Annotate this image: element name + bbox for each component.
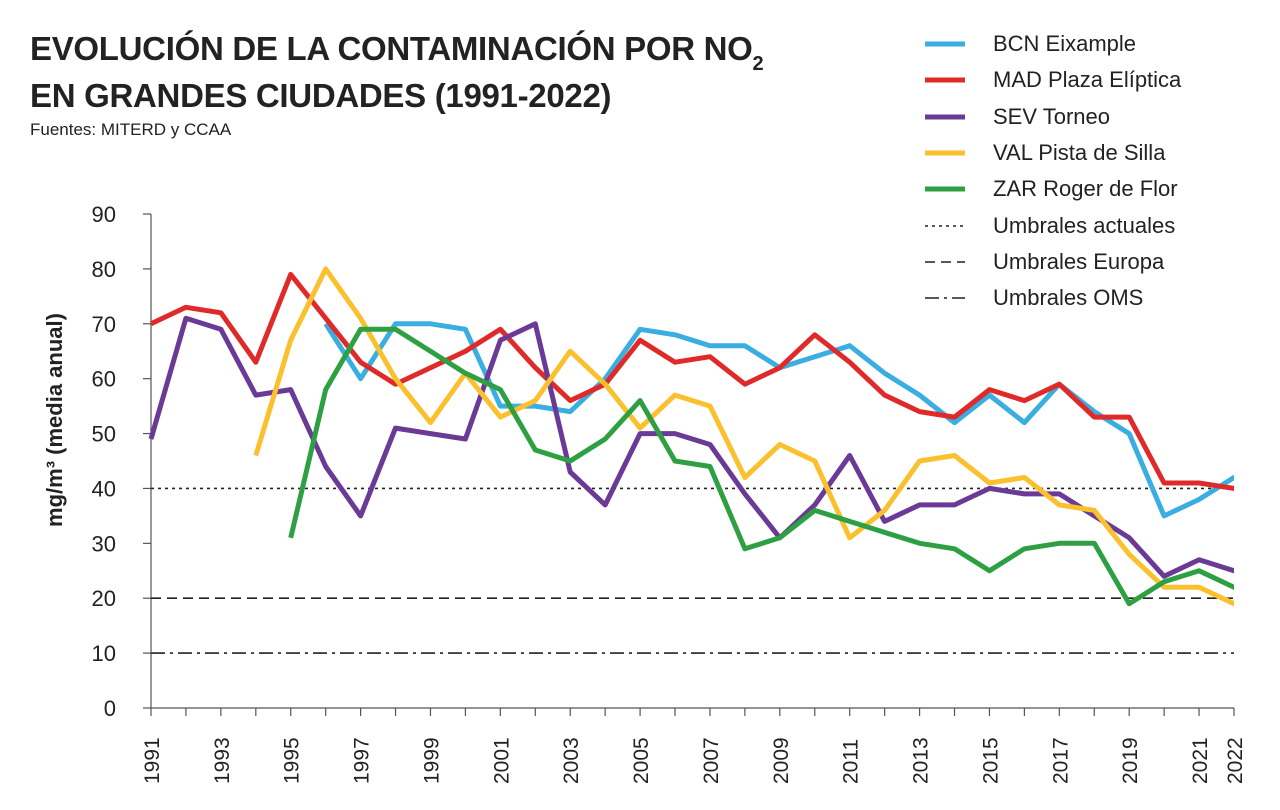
x-tick-label: 2009 <box>770 737 793 784</box>
chart-legend: BCN Eixample MAD Plaza Elíptica SEV Torneo… <box>925 26 1181 316</box>
legend-label: ZAR Roger de Flor <box>993 176 1178 202</box>
series-line-1 <box>149 271 1234 491</box>
legend-swatch <box>925 74 965 86</box>
series-line-4 <box>288 326 1234 607</box>
legend-swatch <box>925 111 965 123</box>
legend-label: Umbrales OMS <box>993 285 1144 311</box>
series-line-3 <box>253 266 1234 607</box>
legend-label: BCN Eixample <box>993 31 1137 57</box>
legend-item-reference-0: Umbrales actuales <box>925 207 1181 243</box>
y-tick-label: 90 <box>92 202 116 227</box>
x-tick-label: 1999 <box>420 737 443 784</box>
legend-item-series-3: VAL Pista de Silla <box>925 135 1181 171</box>
legend-item-reference-2: Umbrales OMS <box>925 280 1181 316</box>
y-tick-label: 20 <box>92 586 116 611</box>
legend-item-series-1: MAD Plaza Elíptica <box>925 62 1181 98</box>
x-tick-label: 2003 <box>560 737 583 784</box>
x-tick-label: 2017 <box>1049 737 1072 784</box>
legend-label: Umbrales Europa <box>993 248 1165 274</box>
legend-item-reference-1: Umbrales Europa <box>925 244 1181 280</box>
x-tick-label: 1995 <box>281 737 304 784</box>
title-line-2: EN GRANDES CIUDADES (1991-2022) <box>30 77 612 114</box>
legend-swatch <box>925 38 965 50</box>
x-tick-label: 1997 <box>351 737 374 784</box>
y-tick-label: 70 <box>92 312 116 337</box>
x-tick-label: 2011 <box>840 739 863 784</box>
legend-swatch <box>925 256 965 268</box>
legend-label: MAD Plaza Elíptica <box>993 67 1182 93</box>
x-tick-label: 2021 <box>1189 737 1212 784</box>
x-tick-label: 1993 <box>211 737 234 784</box>
legend-item-series-0: BCN Eixample <box>925 26 1181 62</box>
x-tick-label: 2007 <box>700 737 723 784</box>
y-tick-label: 30 <box>92 531 116 556</box>
y-tick-label: 0 <box>104 696 116 721</box>
y-tick-label: 50 <box>92 422 116 447</box>
legend-label: SEV Torneo <box>993 103 1111 129</box>
x-tick-label: 2022 <box>1224 737 1247 784</box>
x-tick-label: 1991 <box>141 737 164 784</box>
chart-source: Fuentes: MITERD y CCAA <box>30 120 232 139</box>
legend-swatch <box>925 292 965 304</box>
title-line-1: EVOLUCIÓN DE LA CONTAMINACIÓN POR NO <box>30 30 753 67</box>
chart-title: EVOLUCIÓN DE LA CONTAMINACIÓN POR NO2 EN… <box>30 28 764 117</box>
x-tick-label: 2015 <box>979 737 1002 784</box>
y-tick-label: 40 <box>92 476 116 501</box>
y-tick-label: 10 <box>92 641 116 666</box>
legend-label: Umbrales actuales <box>993 212 1176 238</box>
y-axis-label: mg/m³ (media anual) <box>42 313 67 527</box>
legend-swatch <box>925 147 965 159</box>
x-tick-label: 2001 <box>490 737 513 784</box>
legend-swatch <box>925 183 965 195</box>
x-tick-label: 2013 <box>910 737 933 784</box>
series-line-0 <box>323 321 1234 519</box>
y-tick-label: 80 <box>92 257 116 282</box>
x-tick-label: 2019 <box>1119 737 1142 784</box>
legend-label: VAL Pista de Silla <box>993 140 1166 166</box>
legend-item-series-2: SEV Torneo <box>925 99 1181 135</box>
legend-item-series-4: ZAR Roger de Flor <box>925 171 1181 207</box>
y-tick-label: 60 <box>92 367 116 392</box>
x-tick-label: 2005 <box>630 737 653 784</box>
title-subscript: 2 <box>752 53 764 75</box>
